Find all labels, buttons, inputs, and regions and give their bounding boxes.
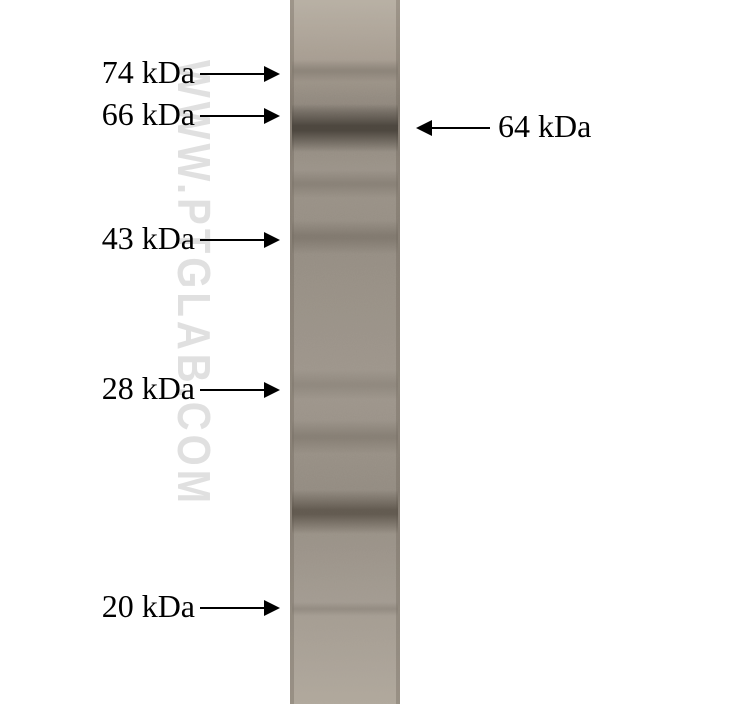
gel-band <box>292 420 398 454</box>
target-arrow <box>418 127 490 129</box>
gel-lane <box>290 0 400 704</box>
marker-label: 74 kDa <box>102 54 195 91</box>
marker-arrow <box>200 115 278 117</box>
marker-label: 43 kDa <box>102 220 195 257</box>
target-label: 64 kDa <box>498 108 591 145</box>
gel-band <box>292 104 398 152</box>
marker-label: 28 kDa <box>102 370 195 407</box>
gel-band <box>292 370 398 400</box>
marker-label: 20 kDa <box>102 588 195 625</box>
gel-band <box>292 60 398 82</box>
marker-arrow <box>200 239 278 241</box>
marker-arrow <box>200 73 278 75</box>
marker-label: 66 kDa <box>102 96 195 133</box>
marker-arrow <box>200 389 278 391</box>
marker-arrow <box>200 607 278 609</box>
gel-band <box>292 170 398 198</box>
gel-band <box>292 220 398 254</box>
gel-band <box>292 490 398 534</box>
gel-band <box>292 602 398 616</box>
